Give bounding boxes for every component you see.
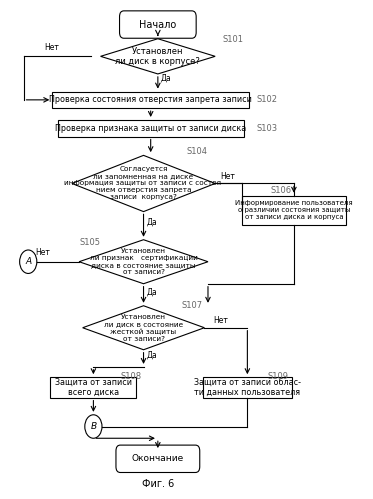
- Text: Начало: Начало: [139, 19, 176, 29]
- Text: Окончание: Окончание: [132, 454, 184, 463]
- Text: Проверка состояния отверстия запрета записи: Проверка состояния отверстия запрета зап…: [49, 95, 252, 104]
- Polygon shape: [72, 155, 215, 212]
- Bar: [52, 91, 249, 108]
- Circle shape: [20, 250, 37, 273]
- Text: Да: Да: [146, 218, 157, 227]
- Text: S102: S102: [256, 95, 278, 104]
- Text: S109: S109: [267, 372, 288, 381]
- Text: S103: S103: [256, 124, 278, 133]
- Text: Нет: Нет: [220, 172, 235, 181]
- Text: Защита от записи
всего диска: Защита от записи всего диска: [55, 378, 132, 397]
- Text: Нет: Нет: [213, 316, 228, 325]
- Text: Фиг. 6: Фиг. 6: [142, 479, 174, 489]
- Text: Нет: Нет: [44, 43, 59, 52]
- Polygon shape: [101, 39, 215, 74]
- Polygon shape: [79, 240, 208, 284]
- Bar: [242, 196, 346, 225]
- Text: Установлен
ли признак   сертификации
диска в состояние защиты
от записи?: Установлен ли признак сертификации диска…: [90, 248, 197, 275]
- Text: Информирование пользователя
о различии состояния защиты
от записи диска и корпус: Информирование пользователя о различии с…: [235, 201, 353, 221]
- FancyBboxPatch shape: [116, 445, 200, 473]
- Circle shape: [85, 415, 102, 438]
- Text: S107: S107: [181, 301, 202, 310]
- Text: В: В: [90, 422, 97, 431]
- Text: S101: S101: [222, 35, 243, 44]
- Text: Проверка признака защиты от записи диска: Проверка признака защиты от записи диска: [55, 124, 246, 133]
- Text: Да: Да: [146, 287, 157, 296]
- Text: Да: Да: [146, 351, 157, 360]
- FancyBboxPatch shape: [119, 11, 196, 38]
- Bar: [50, 377, 137, 398]
- Text: Защита от записи облас-
ти данных пользователя: Защита от записи облас- ти данных пользо…: [194, 378, 301, 397]
- Text: S108: S108: [120, 372, 141, 381]
- Text: А: А: [25, 257, 31, 266]
- Text: S105: S105: [79, 238, 100, 247]
- Text: Установлен
ли диск в состояние
жесткой защиты
от записи?: Установлен ли диск в состояние жесткой з…: [104, 314, 183, 341]
- Bar: [203, 377, 292, 398]
- Text: Установлен
ли диск в корпусе?: Установлен ли диск в корпусе?: [115, 46, 200, 66]
- Text: Да: Да: [161, 74, 172, 83]
- Polygon shape: [83, 306, 204, 350]
- Bar: [57, 120, 244, 137]
- Text: Согласуется
ли запомненная на диске
информация защиты от записи с состоя-
нием о: Согласуется ли запомненная на диске инфо…: [64, 167, 223, 201]
- Text: S106: S106: [271, 186, 292, 195]
- Text: Нет: Нет: [35, 249, 50, 257]
- Text: S104: S104: [186, 147, 207, 156]
